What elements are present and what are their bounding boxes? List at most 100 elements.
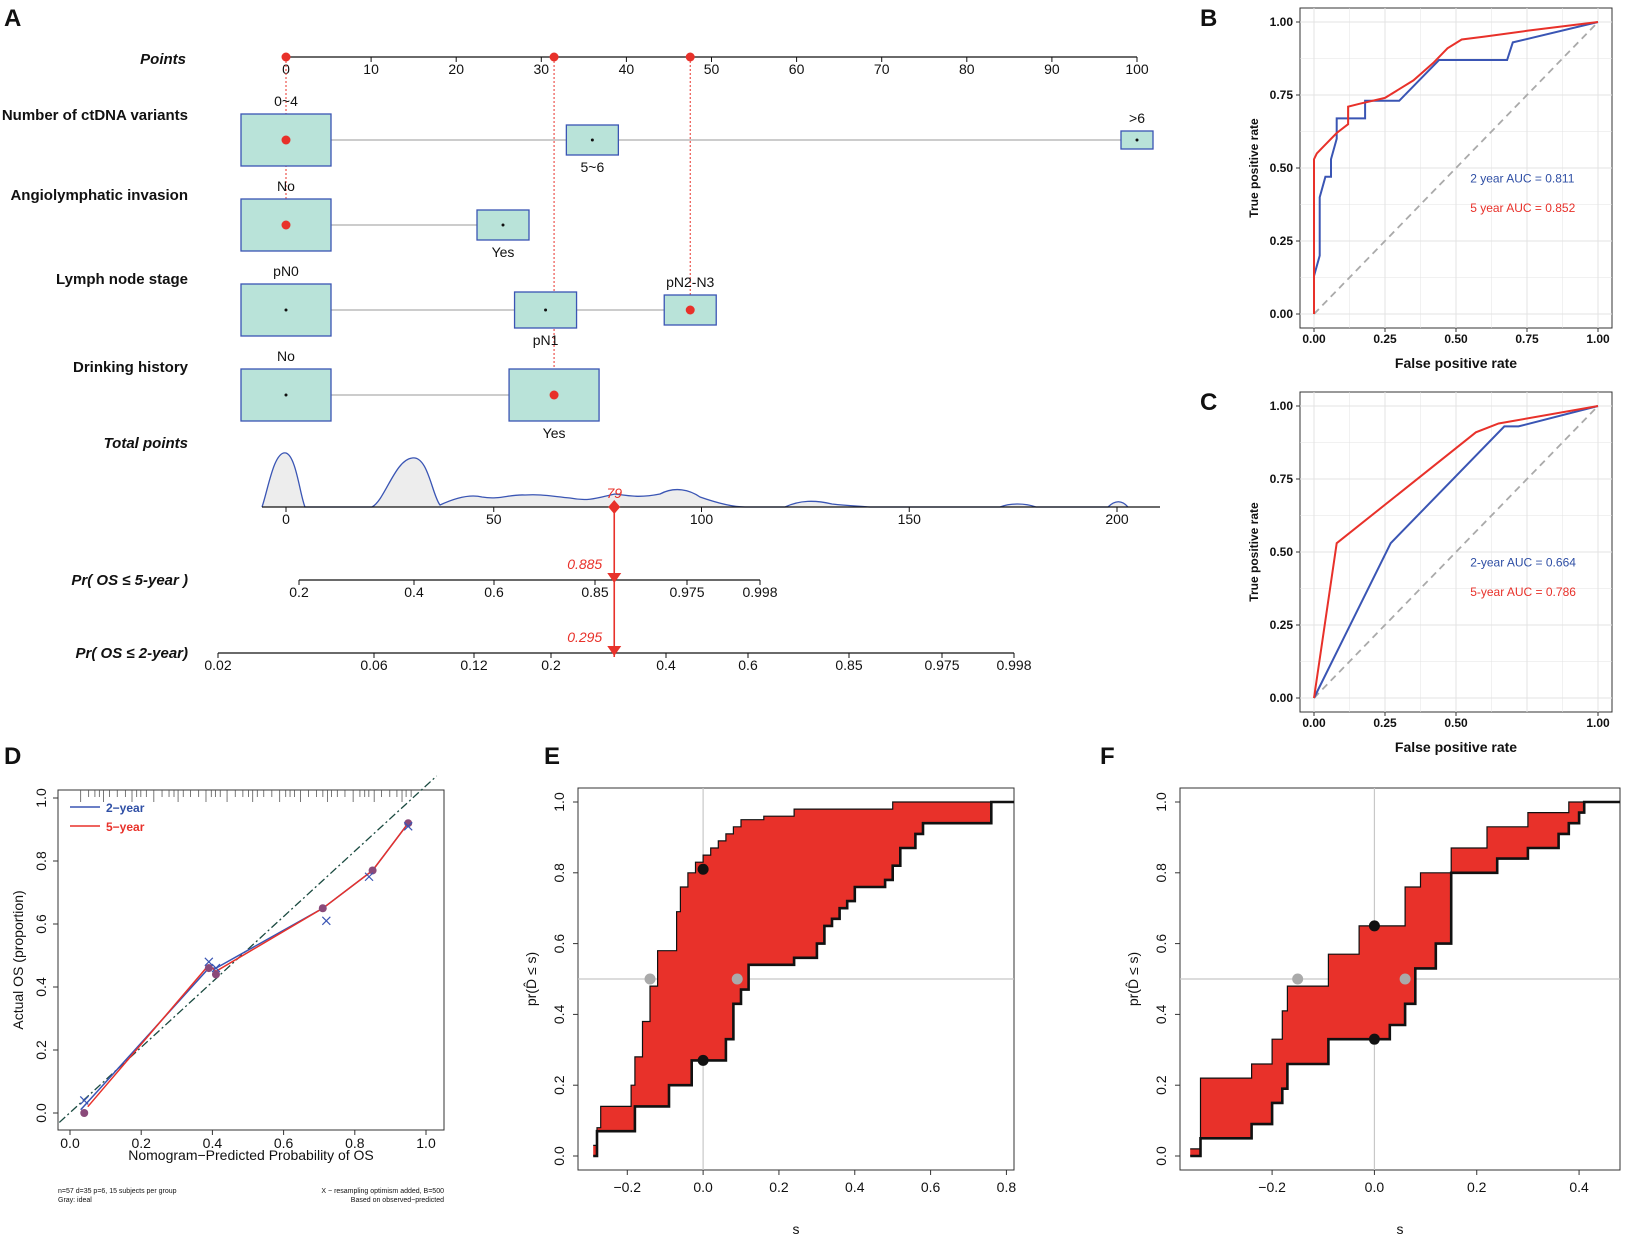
x-tick-label: 0.4 [845,1179,865,1195]
x-tick-label: 0.75 [1515,332,1539,346]
x-tick-label: 0.6 [274,1135,294,1151]
x-tick-label: 0.50 [1444,716,1468,730]
footnote-left: n=57 d=35 p=6, 15 subjects per group [58,1188,177,1195]
pr2-tick-label: 0.998 [996,657,1031,673]
x-axis-label: False positive rate [1395,355,1517,371]
legend-entry-red: 5 year AUC = 0.852 [1470,201,1575,215]
variable-label: Angiolymphatic invasion [10,187,188,204]
calibration-point [318,904,327,913]
y-tick-label: 0.8 [551,863,567,883]
x-tick-label: 0.25 [1373,332,1397,346]
total-points-label: Total points [104,435,188,452]
points-tick-label: 60 [789,61,805,77]
pr2-tick-label: 0.6 [738,657,758,673]
pr5-tick-label: 0.998 [742,584,777,600]
y-tick-label: 0.75 [1270,88,1294,102]
x-tick-label: 1.00 [1586,716,1610,730]
footnote-right: Based on observed−predicted [351,1197,444,1204]
pr2-label: Pr( OS ≤ 2-year) [76,645,188,662]
level-label: pN1 [533,332,559,348]
y-tick-label: 0.6 [551,934,567,954]
pr5-label: Pr( OS ≤ 5-year ) [71,572,188,589]
points-tick-label: 10 [363,61,379,77]
y-tick-label: 0.0 [1153,1146,1169,1166]
reference-diagonal [1313,405,1599,699]
roc-panel-b: 0.00 0.25 0.50 0.75 1.00 0.00 0.25 0.50 0.75 1.00… [1247,7,1613,371]
upper-bound-line [1190,801,1620,1150]
x-tick-label: 0.2 [1467,1179,1487,1195]
level-label: 5~6 [580,159,604,175]
optimism-x-mark [211,963,221,973]
legend-entry-blue: 2 year AUC = 0.811 [1470,172,1575,186]
level-box [508,368,600,422]
pr2-marker [607,646,622,656]
level-label: pN0 [273,263,299,279]
y-tick-label: 0.0 [551,1146,567,1166]
y-axis-label: pr(D̂ ≤ s) [1125,952,1141,1006]
level-dot [501,223,505,227]
level-selected-dot [549,390,559,400]
y-tick-label: 0.6 [33,914,49,934]
pr5-marker [607,573,622,583]
y-tick-label: 0.00 [1270,307,1294,321]
optimism-x-mark [79,1095,89,1105]
confidence-band [593,802,1014,1156]
x-tick-label: 0.4 [1569,1179,1589,1195]
x-axis-label: Nomogram−Predicted Probability of OS [128,1147,374,1163]
level-selected-dot [281,220,291,230]
x-tick-label: 0.00 [1302,716,1326,730]
pr2-tick-label: 0.06 [360,657,387,673]
black-point [1368,1033,1380,1045]
y-tick-label: 0.2 [551,1075,567,1095]
gray-point [644,973,656,985]
panel-label-c: C [1200,389,1217,416]
x-tick-label: 1.00 [1586,332,1610,346]
upper-bound-line [593,801,1014,1147]
variable-label: Lymph node stage [56,271,188,288]
x-tick-label: 0.4 [203,1135,223,1151]
pr2-tick-label: 0.12 [460,657,487,673]
panel-label-a: A [4,5,21,32]
calibration-point [404,819,413,828]
level-label: pN2-N3 [666,274,714,290]
variable-label: Drinking history [73,359,189,376]
y-tick-label: 0.4 [1153,1004,1169,1024]
panel-label-f: F [1100,743,1115,770]
y-axis-label: True positive rate [1247,118,1261,218]
pr5-tick-label: 0.85 [581,584,608,600]
black-point [1368,920,1380,932]
calibration-point [80,1109,89,1117]
x-axis-label: s [1397,1221,1404,1237]
total-tick-label: 150 [898,511,922,527]
y-tick-label: 1.00 [1270,399,1294,413]
optimism-x-mark [364,872,374,882]
y-tick-label: 0.50 [1270,545,1294,559]
y-tick-label: 0.0 [33,1103,49,1123]
x-axis-label: False positive rate [1395,739,1517,755]
roc-curve-2-year [1313,21,1599,314]
total-tick-label: 50 [486,511,502,527]
y-tick-label: 0.75 [1270,472,1294,486]
pr2-tick-label: 0.02 [204,657,231,673]
footnote-left: Gray: ideal [58,1197,92,1204]
roc-curve-5-year [1313,405,1599,699]
x-tick-label: 0.2 [769,1179,789,1195]
calibration-point [211,970,220,979]
pr5-tick-label: 0.975 [669,584,704,600]
pr2-tick-label: 0.975 [924,657,959,673]
variable-label: Number of ctDNA variants [2,107,188,124]
level-selected-dot [281,135,291,145]
x-tick-label: 1.0 [416,1135,436,1151]
level-label: 0~4 [274,93,298,109]
y-tick-label: 0.25 [1270,234,1294,248]
calibration-line-blue [80,822,409,1111]
x-tick-label: 0.2 [131,1135,151,1151]
level-label: No [277,348,295,364]
y-tick-label: 0.00 [1270,691,1294,705]
x-tick-label: 0.0 [693,1179,713,1195]
roc-panel-c: 0.00 0.25 0.50 1.00 0.00 0.25 0.50 0.75 1.00 Fals… [1247,391,1613,755]
distribution-panel-e: −0.2 0.0 0.2 0.4 0.6 0.8 0.0 0.2 0.4 0.6 0.8 1.0 s pr… [523,787,1016,1237]
y-axis-label: pr(D̂ ≤ s) [523,952,539,1006]
optimism-x-mark [204,957,214,967]
